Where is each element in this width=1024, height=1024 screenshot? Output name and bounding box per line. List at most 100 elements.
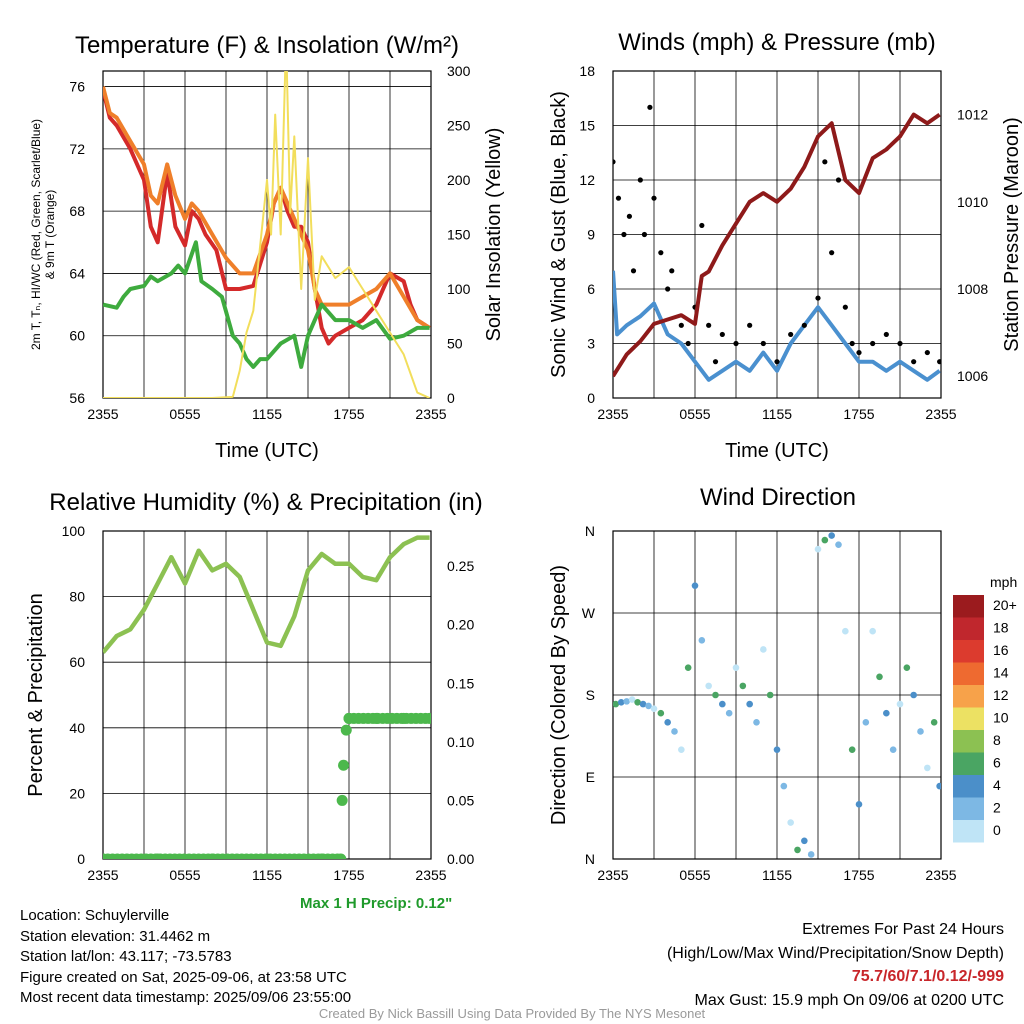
direction-point [645,702,652,710]
direction-point [924,764,931,772]
y-right-tick-label: 250 [447,118,471,134]
direction-point [876,673,883,681]
y-tick-label: W [582,605,596,621]
y-right-tick-label: 0.10 [447,734,474,750]
y-tick-label: N [585,851,595,867]
x-tick-label: 0555 [169,867,200,883]
legend-swatch [953,730,984,753]
precip-point [336,794,348,806]
info-latlon: Station lat/lon: 43.117; -73.5783 [20,948,232,965]
gust-point [801,322,807,328]
gust-point [712,359,719,365]
y-tick-label: 20 [69,785,85,801]
gust-point [665,286,671,292]
y-tick-label: S [586,687,595,703]
y-right-tick-label: 0.00 [447,851,474,867]
y-right-tick-label: 1006 [957,368,988,384]
direction-point [780,782,788,790]
direction-point [787,819,794,826]
data-layer [613,532,941,858]
gust-point [788,331,794,338]
gust-point [937,359,941,365]
x-tick-label: 1755 [333,406,364,422]
extremes-subtitle: (High/Low/Max Wind/Precipitation/Snow De… [666,944,1004,962]
direction-point [801,837,808,845]
direction-point [613,700,620,708]
y-tick-label: 60 [69,328,85,344]
y-right-tick-label: 0.25 [447,558,474,574]
y-tick-label: 15 [579,118,595,134]
extremes-title: Extremes For Past 24 Hours [802,921,1004,938]
chart-title: Winds (mph) & Pressure (mb) [618,29,935,56]
direction-point [917,728,924,735]
y-axis-label: 2m T, Tₙ, HI/WC (Red, Green, Scarlet/Blu… [29,119,43,350]
gust-point [719,331,725,338]
legend-label: 8 [993,732,1001,748]
y-tick-label: 60 [69,654,85,670]
direction-point [794,846,801,854]
info-created: Figure created on Sat, 2025-09-06, at 23… [20,968,347,986]
plot-frame [102,70,432,399]
extremes-box: Extremes For Past 24 Hours (High/Low/Max… [667,918,1004,1012]
legend-label: 0 [993,822,1001,838]
direction-point [773,746,781,753]
y-right-tick-label: 1010 [957,194,988,210]
credit-line: Created By Nick Bassill Using Data Provi… [318,1006,706,1021]
gust-point [678,322,684,328]
gust-point [849,340,855,347]
y-tick-label: 3 [587,336,595,352]
legend-swatch [953,752,984,775]
y-axis-label: Direction (Colored By Speed) [548,565,570,825]
precip-point [420,712,431,724]
gust-point [856,349,862,356]
y-tick-label: 40 [69,720,85,736]
x-tick-label: 2355 [597,867,628,883]
gust-point [883,331,889,338]
y-right-tick-label: 200 [447,172,471,188]
direction-point [691,582,699,589]
y-axis-label: Sonic Wind & Gust (Blue, Black) [548,91,570,378]
x-tick-label: 2355 [415,867,446,883]
legend-label: 12 [993,687,1009,703]
direction-point [678,746,685,753]
legend-swatch [953,595,984,618]
y-tick-label: 68 [69,203,85,219]
gust-point [658,250,664,256]
legend-swatch [953,820,984,843]
legend-swatch [953,707,984,730]
y-right-tick-label: 50 [447,336,463,352]
direction-point [671,728,678,735]
series-line [103,535,430,654]
y-tick-label: 12 [579,172,595,188]
data-layer [613,104,941,382]
y-right-tick-label: 300 [447,63,471,79]
direction-point [732,664,740,671]
info-elevation: Station elevation: 31.4462 m [20,927,211,945]
direction-point [760,646,767,653]
y-right-tick-label: 1012 [957,107,988,123]
direction-point [855,801,863,808]
chart-title: Relative Humidity (%) & Precipitation (i… [49,489,482,516]
y-tick-label: 6 [587,281,595,297]
direction-point [862,719,870,726]
x-tick-label: 1755 [843,867,874,883]
y-tick-label: E [586,769,595,785]
gust-point [911,359,917,365]
gust-point [685,340,691,347]
gust-point [760,340,766,347]
x-tick-label: 2355 [87,867,118,883]
direction-point [766,691,774,699]
chart-title: Wind Direction [700,484,856,511]
direction-point [889,746,897,753]
legend-swatch [953,797,984,820]
direction-point [835,541,842,548]
extremes-values: 75.7/60/7.1/0.12/-999 [851,968,1004,985]
direction-point [807,851,815,858]
legend-swatch [953,662,984,685]
y-tick-label: 0 [587,390,595,406]
y-right-tick-label: 1008 [957,281,988,297]
legend-swatch [953,640,984,663]
legend-swatch [953,685,984,708]
y-right-tick-label: 0.05 [447,792,474,808]
